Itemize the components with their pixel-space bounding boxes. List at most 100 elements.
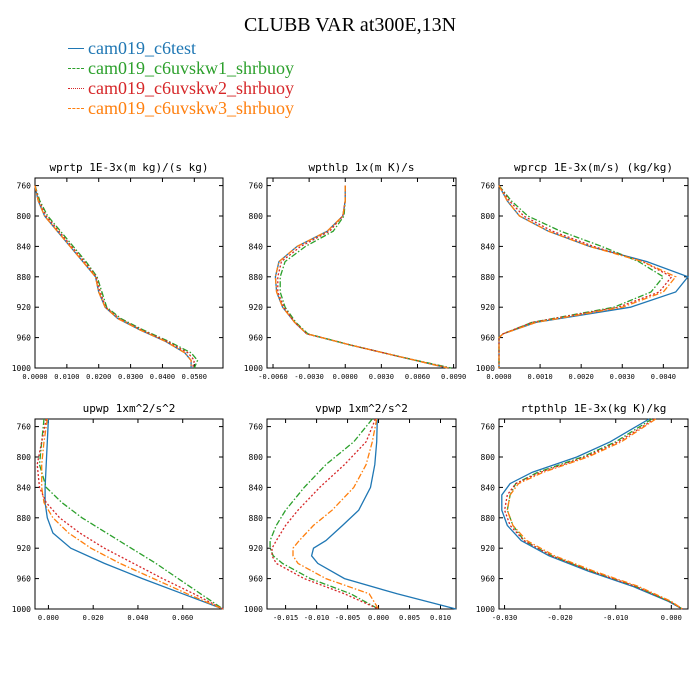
y-tick-label: 1000 xyxy=(244,605,263,614)
x-tick-label: 0.000 xyxy=(368,614,389,622)
series-line-2 xyxy=(498,185,665,368)
y-tick-label: 920 xyxy=(17,303,32,312)
y-tick-label: 960 xyxy=(249,575,264,584)
panel-title: upwp 1xm^2/s^2 xyxy=(83,402,176,415)
panel-title: wprtp 1E-3x(m kg)/(s kg) xyxy=(50,161,209,174)
y-tick-label: 880 xyxy=(249,514,264,523)
legend-label-3: cam019_c6uvskw3_shrbuoy xyxy=(88,98,294,118)
legend-label-1: cam019_c6uvskw1_shrbuoy xyxy=(88,58,294,78)
x-tick-label: -0.020 xyxy=(547,614,572,622)
series-line-2 xyxy=(269,418,379,610)
y-tick-label: 960 xyxy=(249,334,264,343)
series-line-3 xyxy=(498,185,673,368)
y-tick-label: 960 xyxy=(481,334,496,343)
x-tick-label: 0.0090 xyxy=(441,373,466,381)
y-tick-label: 880 xyxy=(17,273,32,282)
x-tick-label: 0.0400 xyxy=(150,373,175,381)
x-tick-label: 0.0100 xyxy=(54,373,79,381)
x-tick-label: 0.0000 xyxy=(486,373,511,381)
x-tick-label: 0.0030 xyxy=(610,373,635,381)
series-line-1 xyxy=(498,185,690,368)
x-tick-label: 0.0010 xyxy=(527,373,552,381)
plot-frame xyxy=(266,418,457,610)
figure-title: CLUBB VAR at300E,13N xyxy=(243,14,457,36)
series-line-4 xyxy=(506,418,683,610)
y-tick-label: 920 xyxy=(249,303,264,312)
panel-1: wpthlp 1x(m K)/s7608008408809209601000-0… xyxy=(244,161,467,381)
y-tick-label: 840 xyxy=(249,242,264,251)
x-tick-label: 0.0040 xyxy=(651,373,676,381)
y-tick-label: 1000 xyxy=(244,364,263,373)
series-line-4 xyxy=(292,418,380,610)
y-tick-label: 960 xyxy=(481,575,496,584)
x-tick-label: -0.030 xyxy=(492,614,517,622)
y-tick-label: 840 xyxy=(481,242,496,251)
y-tick-label: 920 xyxy=(249,544,264,553)
y-tick-label: 760 xyxy=(17,423,32,432)
y-tick-label: 880 xyxy=(481,273,496,282)
y-tick-label: 760 xyxy=(17,182,32,191)
series-line-1 xyxy=(501,418,683,610)
series-line-2 xyxy=(279,185,452,369)
series-line-3 xyxy=(271,418,379,610)
y-tick-label: 800 xyxy=(249,453,264,462)
series-line-3 xyxy=(277,185,449,369)
legend-line-3 xyxy=(68,108,84,109)
series-line-2 xyxy=(506,418,683,610)
panel-3: upwp 1xm^2/s^2 760 800 840 880 920 960 1000 0.00… xyxy=(12,402,224,622)
series-line-3 xyxy=(34,185,196,369)
x-tick-label: -0.0030 xyxy=(294,373,324,381)
panel-5: rtpthlp 1E-3x(kg K)/kg 760 800 840 880 920 960… xyxy=(476,402,689,622)
series-line-4 xyxy=(41,418,224,610)
x-tick-label: 0.005 xyxy=(399,614,420,622)
x-tick-label: 0.0000 xyxy=(333,373,358,381)
y-tick-label: 800 xyxy=(17,453,32,462)
y-tick-label: 760 xyxy=(249,182,264,191)
legend-label-0: cam019_c6test xyxy=(88,38,196,58)
series-line-2 xyxy=(38,418,224,610)
x-tick-label: 0.0030 xyxy=(369,373,394,381)
series-line-4 xyxy=(274,185,448,369)
plot-frame xyxy=(266,177,457,369)
series-line-2 xyxy=(34,185,199,369)
y-tick-label: 920 xyxy=(481,303,496,312)
y-tick-label: 920 xyxy=(17,544,32,553)
x-tick-label: 0.0500 xyxy=(182,373,207,381)
y-tick-label: 800 xyxy=(249,212,264,221)
series-line-3 xyxy=(36,418,224,610)
panel-title: vpwp 1xm^2/s^2 xyxy=(315,402,408,415)
y-tick-label: 1000 xyxy=(476,605,495,614)
legend-line-2 xyxy=(68,88,84,89)
x-tick-label: -0.010 xyxy=(603,614,628,622)
y-tick-label: 880 xyxy=(249,273,264,282)
y-tick-label: 960 xyxy=(17,575,32,584)
panel-title: rtpthlp 1E-3x(kg K)/kg xyxy=(521,402,667,415)
y-tick-label: 800 xyxy=(481,453,496,462)
series-line-1 xyxy=(44,418,224,610)
y-tick-label: 800 xyxy=(17,212,32,221)
y-tick-label: 840 xyxy=(481,483,496,492)
y-tick-label: 880 xyxy=(17,514,32,523)
series-line-1 xyxy=(310,418,457,610)
series-line-4 xyxy=(34,185,192,368)
panel-2: wprcp 1E-3x(m/s) (kg/kg) 760 800 840 880 920 9… xyxy=(476,161,690,381)
panel-0: wprtp 1E-3x(m kg)/(s kg) 760 800 840 880 920 9… xyxy=(12,161,224,381)
x-tick-label: 0.0060 xyxy=(405,373,430,381)
y-tick-label: 960 xyxy=(17,334,32,343)
plot-frame xyxy=(34,418,224,610)
x-tick-label: 0.0020 xyxy=(569,373,594,381)
legend-line-1 xyxy=(68,68,84,69)
plot-frame xyxy=(498,177,689,369)
y-tick-label: 760 xyxy=(481,182,496,191)
x-tick-label: -0.015 xyxy=(273,614,298,622)
y-tick-label: 840 xyxy=(249,483,264,492)
series-line-1 xyxy=(274,185,448,369)
x-tick-label: 0.000 xyxy=(38,614,59,622)
y-tick-label: 840 xyxy=(17,242,32,251)
x-tick-label: 0.010 xyxy=(430,614,451,622)
series-line-1 xyxy=(34,185,192,368)
x-tick-label: 0.060 xyxy=(172,614,193,622)
x-tick-label: -0.005 xyxy=(335,614,360,622)
plot-frame xyxy=(34,177,224,369)
